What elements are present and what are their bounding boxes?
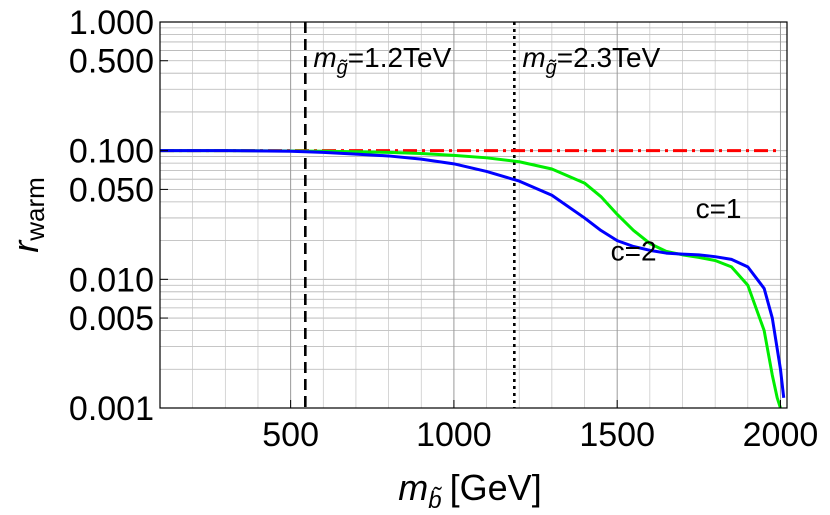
grid-layer: [160, 21, 787, 409]
y-axis-label: rwarm: [5, 177, 50, 253]
series-line-c-1: [160, 149, 782, 409]
x-tick-label: 1500: [579, 416, 655, 454]
reference-line-label-var: m: [522, 42, 545, 73]
y-tick-label: 0.500: [69, 43, 154, 81]
reference-line-label-sub: g̃: [337, 57, 348, 79]
x-tick-label: 2000: [743, 416, 819, 454]
series-layer: [160, 149, 786, 409]
x-axis-label-var: m: [398, 467, 428, 508]
y-tick-label: 0.010: [69, 261, 154, 299]
y-tick-label: 0.001: [69, 390, 154, 428]
y-tick-label: 1.000: [69, 4, 154, 42]
reference-line-label-text: =1.2TeV: [348, 42, 452, 73]
plot-frame: [159, 21, 788, 409]
x-axis-label-unit: [GeV]: [450, 467, 542, 508]
y-tick-label: 0.100: [69, 133, 154, 171]
x-tick-label: 500: [262, 416, 319, 454]
reference-line-label-2: mg̃=2.3TeV: [522, 42, 660, 79]
series-line-c-2: [160, 149, 786, 398]
y-axis-label-sub: warm: [20, 177, 50, 242]
y-axis-label-var: r: [5, 239, 46, 253]
reference-lines: [304, 22, 516, 408]
x-tick-labels: 500 1000 1500 2000: [262, 400, 818, 454]
x-tick-label: 1000: [416, 416, 492, 454]
series-label-c-2: c=2: [611, 236, 657, 267]
y-tick-label: 0.050: [69, 171, 154, 209]
y-tick-label: 0.005: [69, 300, 154, 338]
reference-line-label-1: mg̃=1.2TeV: [313, 42, 451, 79]
x-axis-label-sub: b̃: [428, 487, 442, 514]
x-axis-label: mb̃ [GeV]: [398, 467, 541, 514]
series-label-c-1: c=1: [696, 193, 742, 224]
reference-line-label-sub: g̃: [546, 57, 557, 79]
reference-line-label-text: =2.3TeV: [557, 42, 661, 73]
reference-line-label-var: m: [313, 42, 336, 73]
